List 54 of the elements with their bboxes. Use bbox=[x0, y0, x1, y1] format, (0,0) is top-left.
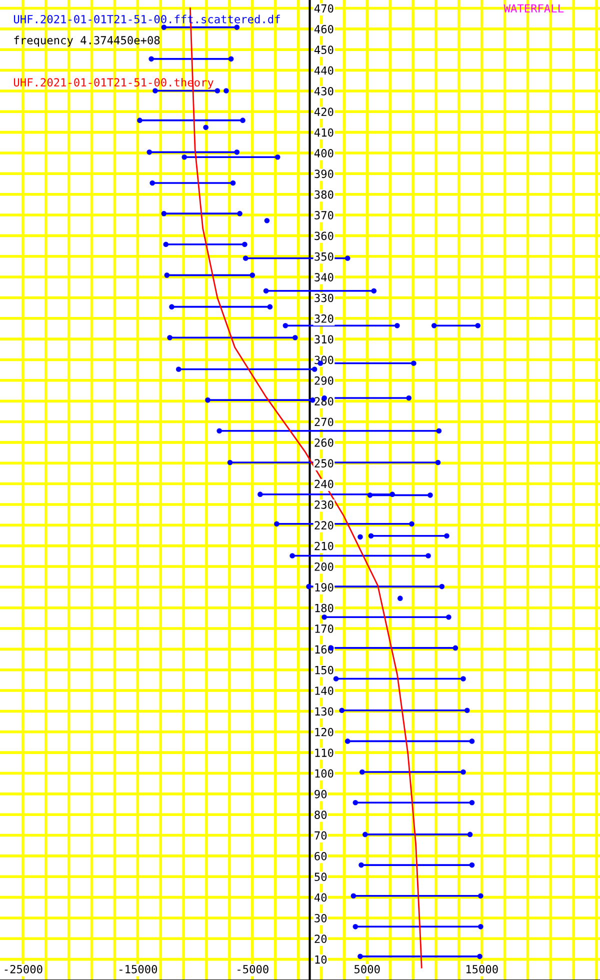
y-tick-label: 400 bbox=[314, 149, 334, 158]
x-tick-label: 15000 bbox=[466, 964, 498, 974]
y-tick-label: 270 bbox=[314, 418, 334, 426]
y-tick-label: 460 bbox=[314, 24, 334, 34]
y-tick-label: 380 bbox=[314, 190, 334, 199]
y-tick-label: 370 bbox=[314, 211, 334, 220]
y-tick-label: 20 bbox=[314, 934, 327, 944]
y-tick-label: 30 bbox=[314, 914, 327, 922]
x-tick-label: 5000 bbox=[354, 964, 380, 974]
y-tick-label: 100 bbox=[315, 769, 334, 778]
y-tick-label: 330 bbox=[314, 294, 334, 302]
y-tick-label: 130 bbox=[315, 707, 334, 716]
y-tick-label: 80 bbox=[314, 810, 327, 820]
y-tick-label: 120 bbox=[315, 728, 334, 736]
point bbox=[264, 218, 270, 224]
y-tick-label: 10 bbox=[315, 955, 327, 964]
y-tick-label: 470 bbox=[314, 4, 334, 13]
y-tick-label: 150 bbox=[315, 666, 334, 674]
y-tick-label: 140 bbox=[315, 686, 334, 695]
y-tick-label: 180 bbox=[315, 604, 334, 612]
y-tick-label: 110 bbox=[315, 748, 334, 757]
y-tick-label: 220 bbox=[314, 521, 334, 530]
y-tick-label: 290 bbox=[314, 376, 334, 385]
y-tick-label: 450 bbox=[314, 46, 334, 54]
x-tick-label: -25000 bbox=[4, 964, 42, 974]
y-tick-label: 440 bbox=[314, 66, 334, 75]
y-tick-label: 40 bbox=[314, 893, 327, 902]
y-tick-label: 360 bbox=[314, 232, 334, 240]
y-tick-label: 190 bbox=[315, 583, 334, 592]
y-tick-label: 250 bbox=[314, 459, 334, 468]
y-tick-label: 240 bbox=[314, 480, 334, 488]
point bbox=[397, 596, 403, 601]
y-tick-label: 230 bbox=[314, 500, 334, 509]
y-tick-label: 320 bbox=[314, 314, 334, 323]
y-tick-label: 420 bbox=[314, 108, 334, 116]
y-tick-label: 90 bbox=[314, 790, 327, 798]
y-tick-label: 70 bbox=[314, 831, 327, 840]
y-tick-label: 340 bbox=[314, 273, 334, 282]
point bbox=[224, 88, 229, 94]
y-tick-label: 260 bbox=[314, 438, 334, 447]
y-tick-label: 170 bbox=[315, 624, 334, 633]
y-tick-label: 390 bbox=[314, 170, 334, 178]
y-tick-label: 350 bbox=[314, 252, 334, 261]
point bbox=[358, 534, 363, 540]
x-tick-label: -5000 bbox=[238, 964, 268, 974]
y-tick-label: 200 bbox=[314, 562, 334, 571]
y-tick-label: 310 bbox=[314, 335, 334, 344]
y-tick-label: 430 bbox=[314, 86, 334, 96]
y-tick-label: 410 bbox=[314, 128, 334, 137]
x-tick-label: -15000 bbox=[120, 964, 158, 974]
y-tick-label: 50 bbox=[314, 872, 327, 882]
point bbox=[203, 124, 208, 130]
y-tick-label: 60 bbox=[314, 852, 327, 860]
y-tick-label: 210 bbox=[314, 542, 334, 550]
